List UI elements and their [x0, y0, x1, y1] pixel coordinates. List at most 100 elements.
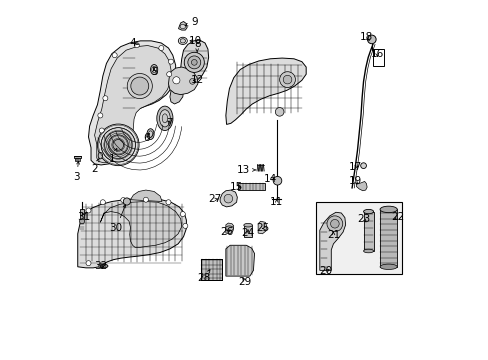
- Circle shape: [86, 261, 91, 266]
- Circle shape: [180, 212, 185, 217]
- Bar: [201, 259, 221, 280]
- Text: 21: 21: [326, 230, 339, 240]
- Circle shape: [275, 108, 284, 116]
- Polygon shape: [225, 223, 233, 234]
- Polygon shape: [356, 181, 366, 191]
- Circle shape: [189, 78, 195, 84]
- Text: 19: 19: [347, 176, 361, 186]
- Text: 26: 26: [220, 227, 233, 237]
- Circle shape: [134, 42, 139, 48]
- Ellipse shape: [244, 224, 252, 227]
- Text: 14: 14: [263, 174, 276, 184]
- Text: 16: 16: [370, 49, 383, 59]
- Polygon shape: [78, 199, 186, 268]
- Circle shape: [108, 135, 128, 155]
- Text: 5: 5: [150, 67, 157, 77]
- Bar: [80, 209, 83, 220]
- Bar: [238, 183, 264, 190]
- Circle shape: [183, 224, 187, 228]
- Circle shape: [191, 59, 197, 65]
- Bar: [315, 202, 402, 274]
- Circle shape: [165, 200, 171, 205]
- Circle shape: [273, 176, 281, 185]
- Circle shape: [166, 72, 171, 77]
- Text: 10: 10: [188, 36, 201, 46]
- Polygon shape: [168, 67, 198, 95]
- Circle shape: [168, 59, 173, 64]
- Text: 3: 3: [73, 161, 80, 182]
- Circle shape: [187, 56, 201, 69]
- Polygon shape: [169, 82, 183, 104]
- Text: 7: 7: [166, 118, 173, 128]
- Ellipse shape: [98, 152, 102, 159]
- Circle shape: [86, 208, 91, 213]
- Text: 22: 22: [390, 212, 404, 222]
- Text: 4: 4: [129, 38, 139, 48]
- Bar: [74, 156, 81, 158]
- Text: 18: 18: [359, 32, 372, 42]
- Bar: [244, 225, 252, 237]
- Circle shape: [98, 113, 102, 118]
- Ellipse shape: [157, 106, 173, 131]
- Ellipse shape: [363, 249, 373, 253]
- Text: 27: 27: [208, 194, 221, 204]
- Text: 25: 25: [256, 224, 269, 233]
- Circle shape: [283, 75, 291, 84]
- Circle shape: [112, 53, 117, 58]
- Text: 1: 1: [108, 148, 117, 164]
- Text: 2: 2: [91, 158, 99, 174]
- Ellipse shape: [225, 226, 233, 231]
- Circle shape: [279, 72, 295, 87]
- Polygon shape: [258, 221, 266, 234]
- Circle shape: [80, 219, 84, 224]
- Polygon shape: [100, 202, 182, 247]
- Text: 15: 15: [229, 182, 243, 192]
- Ellipse shape: [150, 64, 158, 75]
- Bar: [75, 158, 80, 161]
- Ellipse shape: [363, 210, 373, 214]
- Polygon shape: [88, 41, 175, 165]
- Circle shape: [184, 52, 204, 72]
- Ellipse shape: [162, 114, 167, 123]
- Polygon shape: [225, 58, 305, 125]
- Ellipse shape: [147, 129, 154, 139]
- Text: 13: 13: [237, 165, 255, 175]
- Ellipse shape: [379, 264, 396, 270]
- Text: 20: 20: [319, 266, 332, 276]
- Ellipse shape: [180, 39, 185, 43]
- Ellipse shape: [159, 110, 170, 127]
- Circle shape: [330, 220, 339, 228]
- Text: 23: 23: [356, 214, 369, 224]
- Text: 9: 9: [184, 17, 198, 27]
- Text: 30: 30: [109, 205, 125, 233]
- Ellipse shape: [379, 206, 396, 213]
- Polygon shape: [94, 45, 171, 163]
- Bar: [372, 49, 384, 66]
- Circle shape: [360, 163, 366, 168]
- Circle shape: [113, 139, 123, 150]
- Circle shape: [123, 198, 130, 205]
- Circle shape: [326, 216, 342, 231]
- Circle shape: [99, 128, 104, 133]
- Text: 12: 12: [190, 75, 203, 85]
- Polygon shape: [319, 212, 345, 270]
- Polygon shape: [225, 245, 254, 276]
- Text: 11: 11: [269, 197, 283, 207]
- Circle shape: [101, 128, 135, 162]
- Text: 31: 31: [77, 212, 90, 222]
- Polygon shape: [180, 40, 208, 84]
- Text: 32: 32: [94, 261, 107, 271]
- Circle shape: [172, 77, 180, 84]
- Circle shape: [121, 198, 125, 203]
- Circle shape: [159, 45, 163, 50]
- Bar: [379, 210, 396, 267]
- Text: 17: 17: [347, 162, 361, 172]
- Circle shape: [367, 35, 375, 44]
- Circle shape: [97, 124, 139, 166]
- Text: 8: 8: [193, 40, 200, 52]
- Circle shape: [143, 197, 148, 202]
- Text: 6: 6: [143, 133, 150, 143]
- Circle shape: [102, 96, 108, 101]
- Bar: [201, 259, 221, 280]
- Text: 29: 29: [238, 277, 251, 287]
